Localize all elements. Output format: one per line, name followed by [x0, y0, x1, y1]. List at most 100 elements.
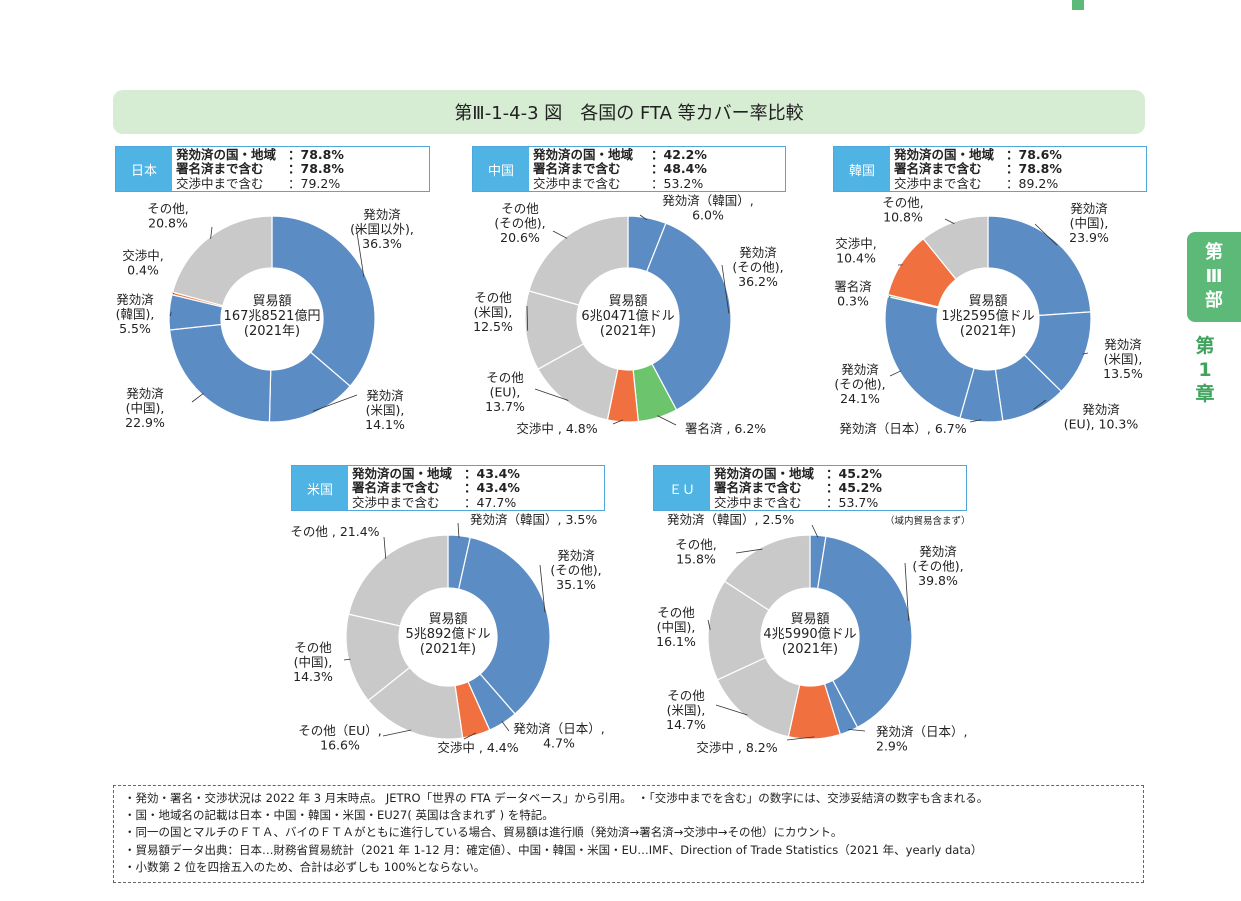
- slice-label: 発効済(その他), 24.1%: [834, 362, 885, 406]
- slice-label: 発効済(その他), 35.1%: [550, 548, 601, 592]
- donut-slice: [168, 323, 272, 423]
- coverage-value: ：43.4%: [464, 480, 520, 496]
- coverage-value: ：47.7%: [464, 494, 517, 510]
- figure-title-text: 第Ⅲ-1-4-3 図 各国の FTA 等カバー率比較: [454, 103, 804, 124]
- slice-label: その他, 20.8%: [147, 201, 188, 231]
- leader-line: [382, 729, 412, 737]
- coverage-value: ：48.4%: [651, 161, 707, 177]
- donut-slice: [645, 222, 732, 411]
- donut-slice: [987, 215, 1092, 317]
- leader-line: [1082, 352, 1089, 355]
- slice-label: 発効済(EU), 10.3%: [1064, 402, 1139, 432]
- leader-line: [612, 419, 624, 425]
- coverage-label: 署名済まで含む: [714, 480, 802, 496]
- donut-slice: [723, 534, 811, 612]
- coverage-label: 交渉中まで含む: [894, 175, 982, 191]
- slice-label: 交渉中, 0.4%: [122, 248, 163, 278]
- country-label: 中国: [473, 147, 529, 191]
- leader-line: [534, 388, 569, 401]
- leader-line: [639, 214, 648, 221]
- leader-line: [904, 562, 910, 621]
- coverage-label: 発効済の国・地域: [176, 147, 277, 162]
- coverage-value: ：89.2%: [1006, 175, 1059, 191]
- coverage-label: 発効済の国・地域: [714, 466, 815, 481]
- country-label: 韓国: [834, 147, 890, 191]
- country-label: 日本: [116, 147, 172, 191]
- coverage-value: ：45.2%: [826, 466, 882, 481]
- donut-slice: [922, 215, 989, 281]
- leader-line: [191, 392, 204, 403]
- leader-line: [811, 524, 819, 538]
- slice-label: その他, 10.8%: [882, 195, 923, 225]
- notes-box: ・発効・署名・交渉状況は 2022 年 3 月末時点。 JETRO「世界の FT…: [113, 785, 1144, 883]
- coverage-value: ：45.2%: [826, 480, 882, 496]
- leader-line: [312, 394, 358, 412]
- part-tab-line1: 第: [1205, 242, 1223, 263]
- leader-line: [526, 305, 529, 331]
- leader-line: [457, 522, 460, 538]
- note-line: ・発効・署名・交渉状況は 2022 年 3 月末時点。 JETRO「世界の FT…: [124, 791, 989, 805]
- country-label: 米国: [292, 466, 348, 510]
- leader-line: [657, 415, 677, 426]
- donut-center-label: 貿易額 6兆0471億ドル(2021年): [581, 294, 674, 339]
- page-header-mark: [1072, 0, 1084, 10]
- slice-label: 発効済(中国), 23.9%: [1069, 201, 1109, 245]
- donut-slice: [457, 536, 551, 715]
- note-line: ・小数第 2 位を四捨五入のため、合計は必ずしも 100%とならない。: [124, 859, 486, 874]
- slice-label: 発効済（韓国）, 3.5%: [470, 512, 597, 527]
- coverage-value: ：78.6%: [1006, 147, 1062, 162]
- leader-line: [343, 658, 351, 661]
- part-tab-line3: 部: [1205, 290, 1223, 311]
- leader-line: [969, 419, 982, 423]
- coverage-label: 交渉中まで含む: [533, 175, 621, 191]
- slice-label: その他（EU）, 16.6%: [298, 723, 382, 753]
- leader-line: [889, 370, 902, 377]
- donut-slice: [271, 215, 376, 387]
- slice-label: 発効済(米国以外), 36.3%: [350, 207, 414, 251]
- leader-line: [1034, 223, 1058, 246]
- slice-label: 発効済(その他), 36.2%: [732, 245, 783, 289]
- leader-line: [721, 264, 730, 314]
- slice-label: 発効済(その他), 39.8%: [912, 544, 963, 588]
- donut-slice: [884, 295, 975, 419]
- part-tab-line2: Ⅲ: [1205, 266, 1223, 287]
- leader-line: [383, 536, 387, 559]
- donut-slice: [171, 215, 273, 307]
- leader-line: [210, 226, 213, 239]
- slice-label: 発効済(中国), 22.9%: [125, 386, 165, 430]
- leader-line: [848, 728, 866, 732]
- coverage-value: ：42.2%: [651, 147, 707, 162]
- coverage-value: ：53.2%: [651, 175, 704, 191]
- slice-label: 発効済（韓国）, 2.5%: [667, 512, 794, 527]
- donut-slice: [347, 534, 449, 627]
- leader-line: [169, 312, 172, 317]
- part-tab[interactable]: 第 Ⅲ 部: [1187, 232, 1241, 322]
- slice-label: その他 , 21.4%: [290, 524, 379, 539]
- info-box-korea: 韓国 発効済の国・地域 ：78.6% 署名済まで含む ：78.8% 交渉中まで含む ：…: [833, 146, 1147, 192]
- donut-center-label: 貿易額 167兆8521億円(2021年): [224, 294, 321, 339]
- coverage-value: ：79.2%: [288, 175, 341, 191]
- info-box-japan: 日本 発効済の国・地域 ：78.8% 署名済まで含む ：78.8% 交渉中まで含む ：…: [115, 146, 430, 192]
- coverage-label: 交渉中まで含む: [176, 175, 264, 191]
- slice-label: その他(その他), 20.6%: [494, 201, 545, 245]
- donut-slice: [816, 535, 913, 729]
- slice-label: その他(EU), 13.7%: [485, 370, 525, 414]
- coverage-label: 交渉中まで含む: [714, 494, 802, 510]
- chapter-tab[interactable]: 第 1 章: [1187, 334, 1223, 406]
- slice-label: その他(中国), 14.3%: [293, 640, 333, 684]
- coverage-label: 署名済まで含む: [176, 161, 264, 177]
- coverage-value: ：53.7%: [826, 494, 879, 510]
- figure-title: 第Ⅲ-1-4-3 図 各国の FTA 等カバー率比較: [113, 90, 1145, 134]
- leader-line: [707, 619, 711, 630]
- leader-line: [715, 704, 748, 716]
- chapter-tab-line1: 第: [1195, 335, 1215, 357]
- leader-line: [735, 548, 763, 554]
- slice-label: 発効済（日本）, 6.7%: [839, 421, 966, 436]
- info-box-china: 中国 発効済の国・地域 ：42.2% 署名済まで含む ：48.4% 交渉中まで含む ：…: [472, 146, 786, 192]
- leader-line: [355, 225, 365, 277]
- slice-label: 交渉中 , 4.8%: [516, 421, 597, 436]
- slice-label: 発効済(米国), 13.5%: [1103, 337, 1143, 381]
- donut-center-label: 貿易額 4兆5990億ドル(2021年): [763, 612, 856, 657]
- donut-slice: [528, 215, 629, 306]
